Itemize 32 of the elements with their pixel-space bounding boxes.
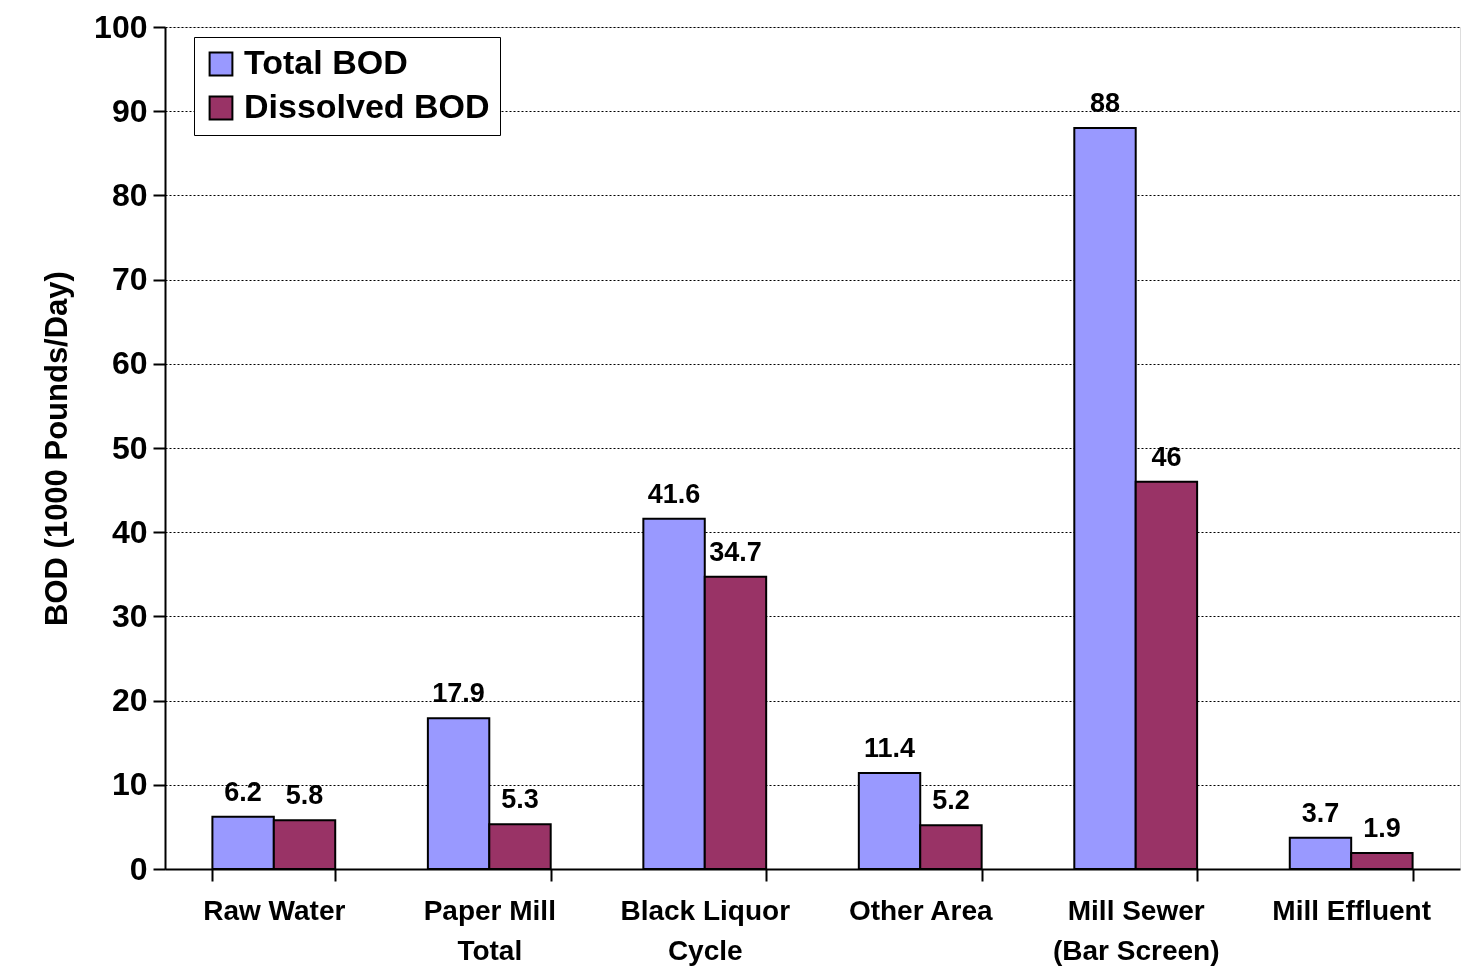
- data-label: 17.9: [432, 678, 485, 709]
- y-tick-label: 50: [111, 429, 148, 466]
- data-label: 6.2: [224, 776, 262, 807]
- y-tick-label: 30: [111, 597, 148, 634]
- data-label: 5.3: [501, 784, 539, 815]
- y-tick-label: 0: [129, 850, 148, 887]
- x-tick-label: Mill Effluent: [1272, 894, 1432, 926]
- y-tick-label: 80: [111, 176, 148, 213]
- y-tick-label: 40: [111, 513, 148, 550]
- x-tick-label: Mill Sewer (Bar Screen): [1052, 894, 1220, 966]
- legend-label: Total BOD: [244, 43, 408, 81]
- data-label: 3.7: [1301, 797, 1340, 828]
- data-label: 88: [1089, 88, 1121, 119]
- legend-label: Dissolved BOD: [244, 87, 490, 125]
- x-tick-label: Paper Mill Total: [423, 894, 556, 966]
- y-axis-title: BOD (1000 Pounds/Day): [39, 271, 75, 626]
- data-label: 5.2: [932, 785, 970, 816]
- data-label: 34.7: [709, 536, 762, 567]
- y-tick-label: 70: [111, 261, 148, 298]
- x-tick-label: Other Area: [848, 894, 993, 926]
- data-label: 5.8: [285, 780, 324, 811]
- data-label: 41.6: [647, 478, 701, 509]
- y-tick-label: 90: [111, 92, 148, 129]
- data-label: 46: [1151, 441, 1182, 472]
- data-label: 11.4: [864, 733, 916, 764]
- y-tick-label: 60: [111, 345, 148, 382]
- y-tick-label: 20: [111, 682, 148, 719]
- x-tick-label: Raw Water: [203, 894, 346, 926]
- y-tick-label: 10: [111, 766, 148, 803]
- y-tick-label: 100: [94, 8, 148, 45]
- data-label: 1.9: [1363, 813, 1401, 843]
- x-tick-label: Black Liquor Cycle: [620, 894, 791, 966]
